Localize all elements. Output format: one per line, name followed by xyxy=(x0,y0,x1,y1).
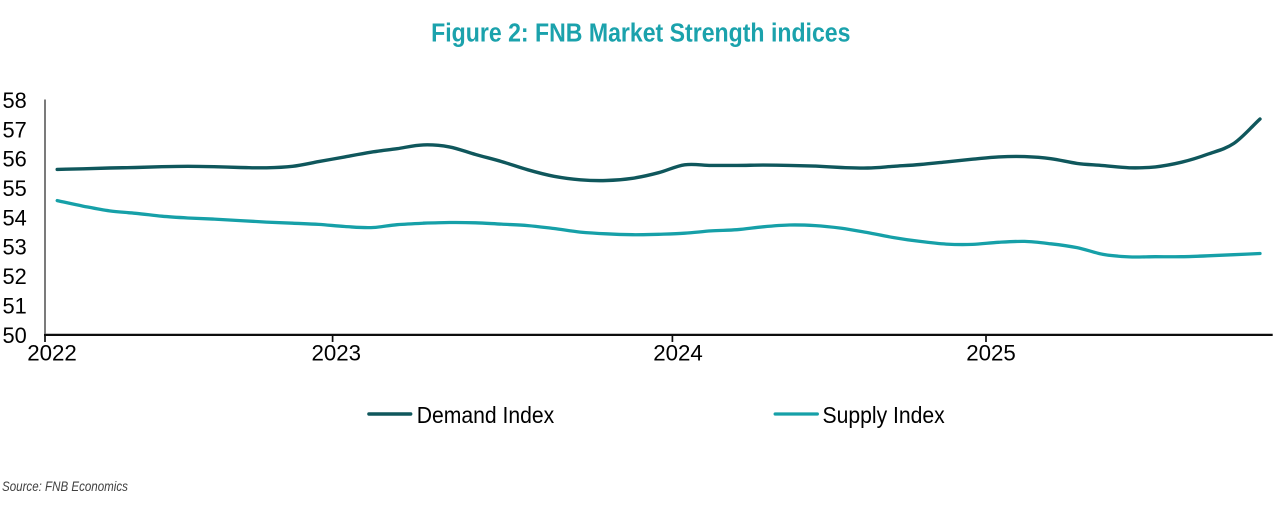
svg-text:57: 57 xyxy=(3,117,27,142)
svg-text:54: 54 xyxy=(3,205,27,230)
svg-text:2023: 2023 xyxy=(311,341,361,366)
svg-text:2024: 2024 xyxy=(653,341,703,366)
svg-text:52: 52 xyxy=(3,264,27,289)
svg-text:2025: 2025 xyxy=(966,341,1016,366)
svg-text:Source: FNB Economics: Source: FNB Economics xyxy=(2,479,129,494)
svg-text:51: 51 xyxy=(3,293,27,318)
svg-text:58: 58 xyxy=(3,88,27,113)
svg-text:50: 50 xyxy=(3,323,27,348)
svg-text:Supply Index: Supply Index xyxy=(823,402,945,428)
svg-text:56: 56 xyxy=(3,147,27,172)
svg-text:2022: 2022 xyxy=(27,341,77,366)
svg-text:Demand Index: Demand Index xyxy=(417,402,554,428)
svg-text:53: 53 xyxy=(3,235,27,260)
svg-text:Figure 2: FNB Market Strength: Figure 2: FNB Market Strength indices xyxy=(431,19,850,48)
svg-text:55: 55 xyxy=(3,176,27,201)
